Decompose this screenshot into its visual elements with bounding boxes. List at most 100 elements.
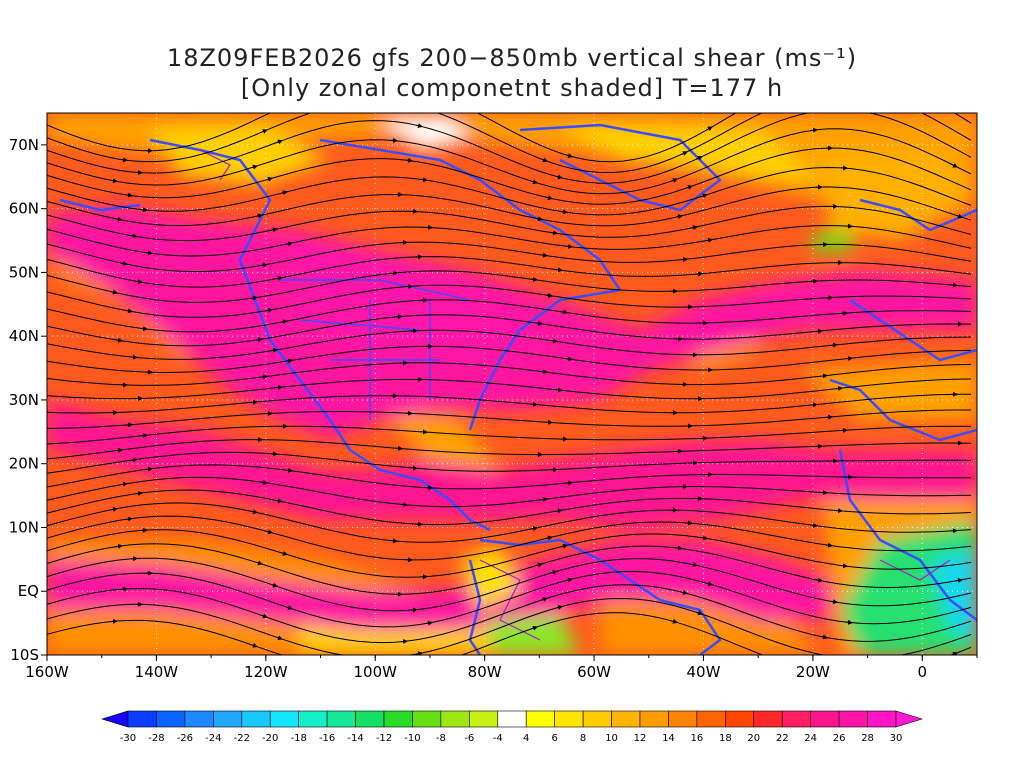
streamline-5 — [47, 166, 972, 216]
streamline-25 — [47, 476, 972, 508]
colorbar-label: -16 — [319, 733, 335, 744]
streamline-33 — [47, 584, 972, 644]
streamline-18 — [47, 378, 972, 400]
lon-tick-label: 20W — [796, 663, 830, 681]
colorbar-swatch — [525, 710, 555, 728]
colorbar-swatch — [469, 710, 499, 728]
colorbar-label: 28 — [861, 733, 874, 744]
streamline-35 — [47, 612, 972, 655]
colorbar-label: 10 — [605, 733, 618, 744]
colorbar: -30 -28 -26 -24 -22 -20 -18 -16 -14 -12 -10 -8 -6 -4 4… — [100, 710, 924, 744]
latitude-axis: 70N 60N 50N 40N 30N 20N 10N EQ 10S — [9, 136, 47, 664]
lon-tick-label: 80W — [468, 663, 502, 681]
colorbar-swatch — [753, 710, 783, 728]
streamline-31 — [47, 557, 972, 612]
streamline-28 — [47, 515, 972, 561]
colorbar-swatch — [213, 710, 243, 728]
colorbar-swatch — [184, 710, 214, 728]
colorbar-swatch — [298, 710, 328, 728]
lat-tick-label: EQ — [18, 582, 39, 600]
colorbar-swatch — [383, 710, 413, 728]
lat-tick-label: 40N — [9, 327, 39, 345]
colorbar-label: 8 — [580, 733, 586, 744]
colorbar-swatch — [355, 710, 385, 728]
lat-tick-label: 30N — [9, 391, 39, 409]
colorbar-swatch — [582, 710, 612, 728]
longitude-axis: 160W 140W 120W 100W 80W 60W 40W 20W 0 — [25, 655, 978, 681]
colorbar-arrow-low — [100, 710, 129, 728]
chart-title-line1: 18Z09FEB2026 gfs 200−850mb vertical shea… — [166, 44, 858, 72]
colorbar-label: -30 — [120, 733, 136, 744]
colorbar-label: -4 — [493, 733, 503, 744]
lat-tick-label: 50N — [9, 263, 39, 281]
colorbar-label: 4 — [523, 733, 529, 744]
streamline-23 — [47, 451, 972, 474]
chart-title-line2: [Only zonal componetnt shaded] T=177 h — [240, 74, 784, 102]
colorbar-swatch — [725, 710, 755, 728]
colorbar-label: -6 — [464, 733, 474, 744]
colorbar-swatch — [668, 710, 698, 728]
lat-lon-gridlines — [47, 113, 977, 655]
colorbar-label: 26 — [833, 733, 846, 744]
colorbar-swatch — [838, 710, 868, 728]
colorbar-swatch — [611, 710, 641, 728]
map-frame — [46, 112, 978, 656]
lat-tick-label: 10N — [9, 518, 39, 536]
colorbar-swatch — [554, 710, 584, 728]
colorbar-label: 14 — [662, 733, 675, 744]
colorbar-label: -8 — [436, 733, 446, 744]
streamlines — [47, 113, 972, 655]
shaded-field — [47, 113, 977, 655]
streamline-32 — [47, 570, 972, 628]
lon-tick-label: 60W — [577, 663, 611, 681]
colorbar-swatch — [497, 710, 527, 728]
streamline-2 — [47, 113, 972, 184]
streamline-10 — [47, 256, 972, 288]
colorbar-label: 18 — [719, 733, 732, 744]
colorbar-label: -22 — [234, 733, 250, 744]
streamline-17 — [47, 362, 972, 386]
colorbar-swatch — [639, 710, 669, 728]
colorbar-label: -12 — [376, 733, 392, 744]
lon-tick-label: 100W — [354, 663, 398, 681]
colorbar-label: 6 — [551, 733, 557, 744]
colorbar-swatch — [867, 710, 897, 728]
lon-tick-label: 120W — [244, 663, 288, 681]
colorbar-label: -26 — [177, 733, 193, 744]
streamline-0 — [47, 113, 972, 163]
colorbar-swatch — [781, 710, 811, 728]
colorbar-swatch — [269, 710, 299, 728]
colorbar-swatch — [696, 710, 726, 728]
lat-tick-label: 60N — [9, 200, 39, 218]
colorbar-label: -14 — [347, 733, 363, 744]
lat-tick-label: 10S — [10, 646, 39, 664]
coastlines — [59, 123, 977, 655]
streamline-1 — [47, 113, 972, 174]
lon-tick-label: 0 — [918, 663, 928, 681]
colorbar-label: -24 — [205, 733, 221, 744]
lat-tick-label: 70N — [9, 136, 39, 154]
streamline-34 — [47, 597, 972, 655]
streamline-9 — [47, 241, 972, 272]
colorbar-swatch — [440, 710, 470, 728]
lon-tick-label: 40W — [687, 663, 721, 681]
colorbar-swatch — [127, 710, 157, 728]
streamline-15 — [47, 329, 972, 360]
streamline-21 — [47, 425, 972, 445]
colorbar-swatch — [326, 710, 356, 728]
colorbar-label: 12 — [634, 733, 647, 744]
streamline-8 — [47, 224, 972, 257]
colorbar-swatch — [412, 710, 442, 728]
colorbar-label: 16 — [691, 733, 704, 744]
streamline-7 — [47, 205, 972, 242]
streamline-29 — [47, 529, 972, 578]
colorbar-label: -28 — [148, 733, 164, 744]
colorbar-label: 30 — [890, 733, 903, 744]
colorbar-label: 20 — [747, 733, 760, 744]
streamline-26 — [47, 489, 972, 525]
colorbar-swatch — [241, 710, 271, 728]
streamline-12 — [47, 284, 972, 318]
streamline-24 — [47, 464, 971, 490]
colorbar-swatch — [810, 710, 840, 728]
colorbar-label: 24 — [804, 733, 817, 744]
